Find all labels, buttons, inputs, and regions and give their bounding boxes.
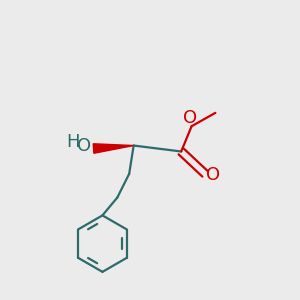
- Text: H: H: [67, 133, 80, 151]
- Text: O: O: [183, 109, 197, 127]
- Text: O: O: [77, 137, 91, 155]
- Polygon shape: [93, 144, 134, 153]
- Text: O: O: [206, 166, 220, 184]
